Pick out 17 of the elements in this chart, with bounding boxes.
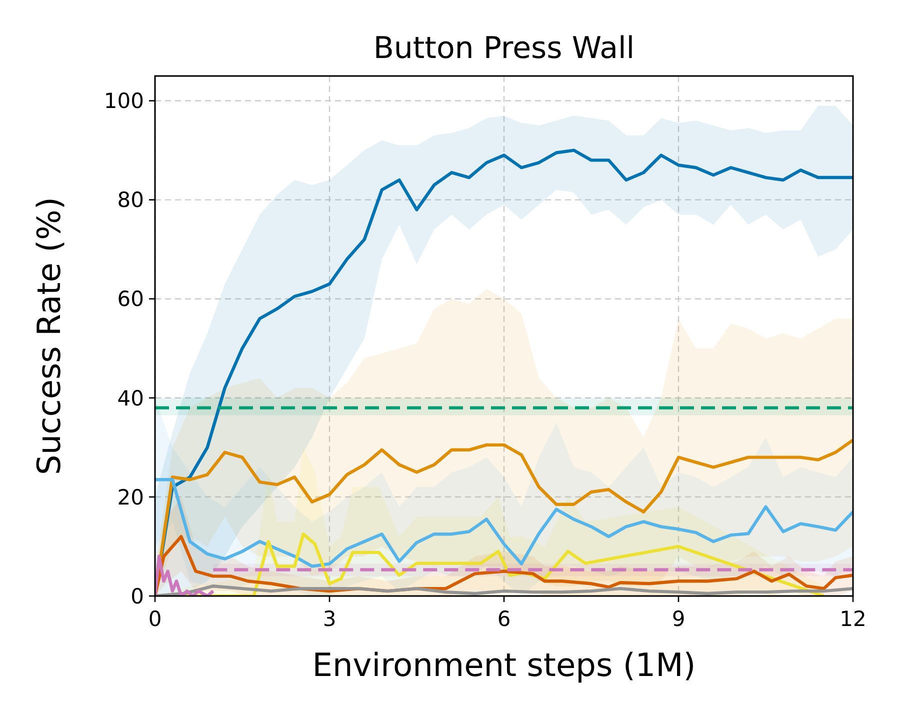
y-tick-label: 20 [117,485,144,510]
y-tick-label: 100 [104,89,144,114]
chart-title: Button Press Wall [373,31,635,66]
y-tick-label: 40 [117,386,144,410]
line-series [155,584,853,596]
x-tick-label: 12 [840,607,866,631]
x-tick-label: 3 [322,607,336,631]
line-series [155,554,215,596]
x-tick-label: 0 [148,607,162,631]
y-tick-label: 60 [117,287,144,312]
x-tick-label: 6 [497,607,511,631]
line-series [155,478,853,568]
y-tick-label: 80 [117,188,144,212]
x-axis-title: Environment steps (1M) [312,646,696,684]
x-tick-label: 9 [672,607,686,631]
y-axis-title: Success Rate (%) [30,197,68,475]
y-tick-label: 0 [130,584,144,608]
